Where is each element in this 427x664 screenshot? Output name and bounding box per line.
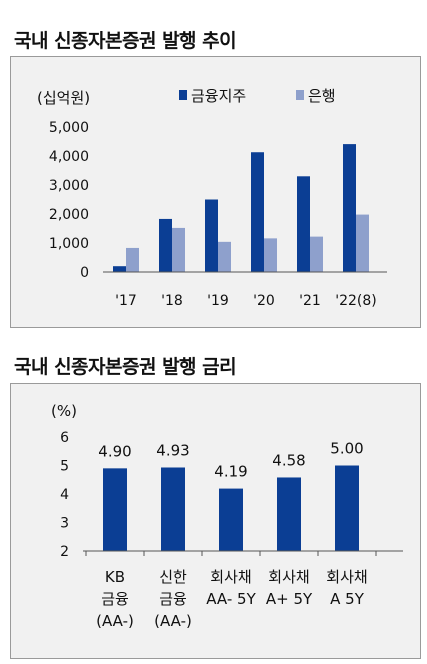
x-tick-label: A+ 5Y <box>266 590 313 608</box>
chart1-panel: (십억원) 금융지주 은행 5,000 4,000 3,000 2,000 1,000 0 '17… <box>10 56 421 328</box>
bar-은행-3 <box>264 238 277 272</box>
chart1-title: 국내 신종자본증권 발행 추이 <box>14 30 237 52</box>
chart2-title: 국내 신종자본증권 발행 금리 <box>14 356 237 378</box>
bar-2 <box>219 488 243 551</box>
y-tick-label: 2,000 <box>49 207 89 223</box>
legend-label-1: 은행 <box>308 87 336 105</box>
x-tick-label: 회사채 <box>326 568 367 586</box>
bar-금융지주-5 <box>343 144 356 272</box>
trend-bar-chart: (십억원) 금융지주 은행 5,000 4,000 3,000 2,000 1,000 0 '17… <box>37 87 387 309</box>
bar-1 <box>161 467 185 551</box>
bar-은행-0 <box>126 247 139 272</box>
y-tick-label: 4 <box>60 487 69 503</box>
legend-swatch-0 <box>179 90 187 100</box>
bar-금융지주-3 <box>251 152 264 272</box>
bar-금융지주-4 <box>297 176 310 272</box>
value-label: 5.00 <box>330 440 363 458</box>
bar-은행-1 <box>172 227 185 272</box>
x-tick-label: '22(8) <box>335 293 377 309</box>
bar-3 <box>277 477 301 551</box>
x-tick-label: 회사채 <box>210 568 251 586</box>
x-tick-label: A 5Y <box>330 590 365 608</box>
x-tick-label: 금융 <box>159 590 187 608</box>
value-label: 4.93 <box>156 441 189 459</box>
bar-금융지주-0 <box>113 266 126 272</box>
legend-swatch-1 <box>296 90 304 100</box>
value-label: 4.19 <box>214 463 247 481</box>
y-tick-label: 5,000 <box>49 120 89 136</box>
x-tick-label: '21 <box>299 293 321 309</box>
y-tick-label: 0 <box>80 265 89 281</box>
bar-금융지주-2 <box>205 199 218 272</box>
y-tick-label: 3 <box>60 516 69 532</box>
x-tick-label: '20 <box>253 293 275 309</box>
x-tick-label: 신한 <box>159 568 187 586</box>
unit-label: (십억원) <box>37 89 90 107</box>
y-tick-label: 2 <box>60 544 69 560</box>
legend-label-0: 금융지주 <box>191 87 246 105</box>
y-tick-label: 1,000 <box>49 236 89 252</box>
value-label: 4.90 <box>98 442 131 460</box>
bar-4 <box>335 465 359 551</box>
unit-label: (%) <box>51 402 77 420</box>
x-tick-label: 금융 <box>101 590 129 608</box>
x-tick-label: (AA-) <box>96 612 134 630</box>
x-tick-label: (AA-) <box>154 612 192 630</box>
x-tick-label: '19 <box>207 293 229 309</box>
y-tick-label: 5 <box>60 459 69 475</box>
value-label: 4.58 <box>272 451 305 469</box>
bar-금융지주-1 <box>159 218 172 272</box>
x-tick-label: KB <box>105 568 125 586</box>
bar-은행-2 <box>218 241 231 272</box>
x-tick-label: '17 <box>115 293 137 309</box>
x-tick-label: 회사채 <box>268 568 309 586</box>
bar-0 <box>103 468 127 551</box>
bar-은행-4 <box>310 236 323 272</box>
y-tick-label: 6 <box>60 430 69 446</box>
x-tick-label: '18 <box>161 293 183 309</box>
x-tick-label: AA- 5Y <box>206 590 256 608</box>
bar-은행-5 <box>356 214 369 272</box>
y-tick-label: 4,000 <box>49 149 89 165</box>
y-tick-label: 3,000 <box>49 178 89 194</box>
